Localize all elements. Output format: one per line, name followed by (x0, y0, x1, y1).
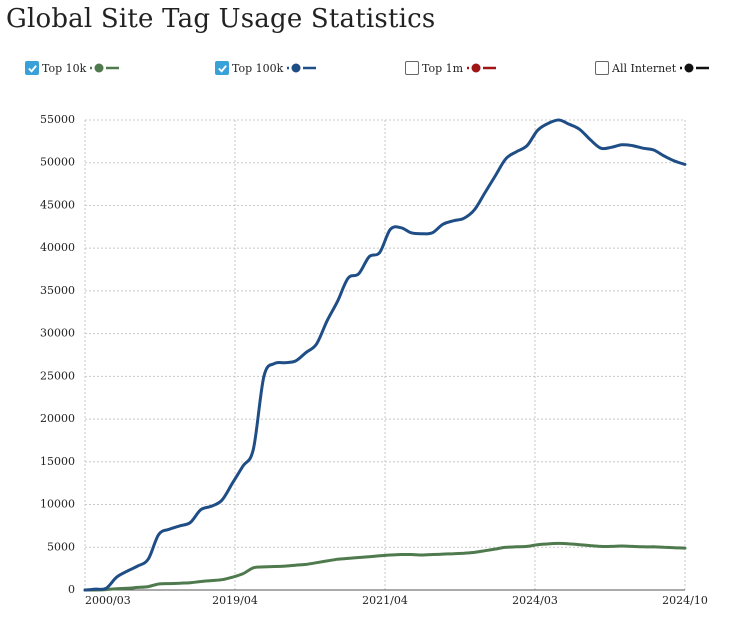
checkbox-top-1m[interactable] (405, 61, 419, 75)
legend: Top 10k Top 100k Top 1m All Internet (0, 58, 736, 78)
y-tick-label: 0 (68, 583, 75, 596)
grid (84, 119, 686, 591)
legend-item-top-100k[interactable]: Top 100k (215, 58, 318, 78)
y-tick-label: 30000 (40, 327, 75, 340)
x-tick-label: 2021/04 (362, 594, 408, 607)
legend-item-top-10k[interactable]: Top 10k (25, 58, 121, 78)
x-tick-label: 2019/04 (212, 594, 258, 607)
y-tick-label: 45000 (40, 198, 75, 211)
y-tick-label: 25000 (40, 369, 75, 382)
checkbox-top-100k[interactable] (215, 61, 229, 75)
legend-item-top-1m[interactable]: Top 1m (405, 58, 498, 78)
x-tick-label: 2024/10 (662, 594, 708, 607)
legend-label-all-internet: All Internet (612, 61, 677, 75)
series-swatch-icon (467, 63, 497, 73)
y-tick-label: 15000 (40, 455, 75, 468)
y-axis: 0 5000 10000 15000 20000 25000 30000 35000 40000… (40, 113, 75, 596)
legend-item-all-internet[interactable]: All Internet (595, 58, 711, 78)
y-tick-label: 10000 (40, 498, 75, 511)
chart-title: Global Site Tag Usage Statistics (6, 4, 436, 34)
series-swatch-icon (680, 63, 710, 73)
checkbox-top-10k[interactable] (25, 61, 39, 75)
y-tick-label: 50000 (40, 156, 75, 169)
y-tick-label: 20000 (40, 412, 75, 425)
y-tick-label: 5000 (47, 540, 75, 553)
series-swatch-icon (287, 63, 317, 73)
checkbox-all-internet[interactable] (595, 61, 609, 75)
y-tick-label: 35000 (40, 284, 75, 297)
legend-label-top-1m: Top 1m (422, 61, 464, 75)
series-line-top-10k (83, 541, 687, 592)
series-line-top-100k (83, 118, 687, 592)
legend-label-top-10k: Top 10k (42, 61, 87, 75)
y-tick-label: 40000 (40, 241, 75, 254)
y-tick-label: 55000 (40, 113, 75, 126)
legend-label-top-100k: Top 100k (232, 61, 284, 75)
series-lines (83, 118, 687, 592)
x-tick-label: 2000/03 (85, 594, 131, 607)
series-swatch-icon (90, 63, 120, 73)
x-axis: 2000/03 2019/04 2021/04 2024/03 2024/10 (85, 594, 708, 607)
x-tick-label: 2024/03 (512, 594, 558, 607)
